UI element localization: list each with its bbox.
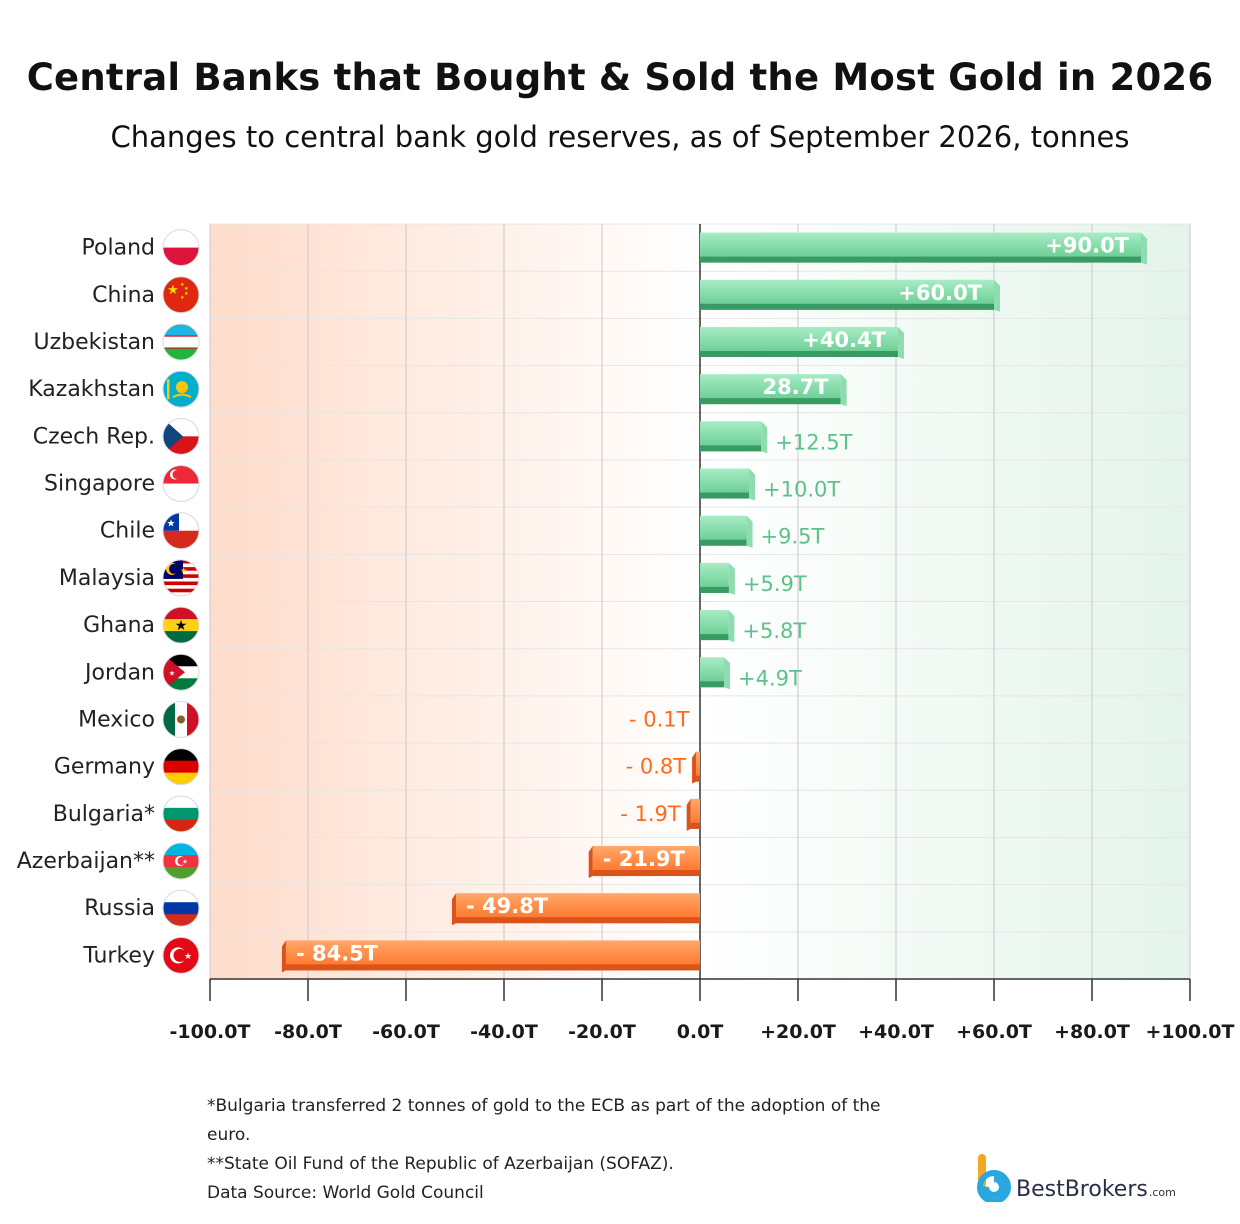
russia-flag-icon (162, 889, 200, 927)
data-label: +4.9T (738, 666, 802, 690)
footnote-bulgaria: *Bulgaria transferred 2 tonnes of gold t… (207, 1096, 881, 1145)
data-label: 28.7T (762, 375, 829, 399)
azerbaijan-flag-icon: ★ (162, 842, 200, 880)
x-tick-label: -60.0T (372, 1021, 440, 1043)
category-label: Bulgaria* (53, 802, 155, 827)
poland-flag-icon (162, 229, 200, 267)
category-label: Jordan (83, 660, 155, 685)
x-tick-label: -20.0T (568, 1021, 636, 1043)
data-label: - 84.5T (296, 941, 379, 965)
data-label: - 49.8T (466, 894, 549, 918)
x-tick-label: +100.0T (1146, 1021, 1235, 1043)
x-tick-label: -100.0T (170, 1021, 251, 1043)
ghana-flag-icon: ★ (162, 606, 200, 644)
brand-suffix: .com (1148, 1186, 1176, 1199)
x-tick-label: +20.0T (760, 1021, 836, 1043)
svg-text:★: ★ (180, 295, 185, 301)
malaysia-flag-icon: ★ (162, 559, 200, 597)
positive-bar (700, 657, 731, 690)
data-label: - 1.9T (620, 802, 681, 826)
negative-bar (692, 751, 700, 784)
svg-text:★: ★ (182, 859, 187, 866)
category-label: Malaysia (59, 566, 155, 591)
mexico-flag-icon (162, 700, 200, 738)
data-source: Data Source: World Gold Council (207, 1183, 484, 1203)
data-label: - 0.8T (626, 755, 687, 779)
data-label: +10.0T (763, 478, 840, 502)
category-label: Mexico (78, 707, 155, 732)
jordan-flag-icon: ★ (162, 653, 200, 691)
x-tick-label: -80.0T (274, 1021, 342, 1043)
svg-text:★: ★ (169, 669, 175, 677)
data-label: - 21.9T (603, 847, 686, 871)
uzbekistan-flag-icon (162, 323, 200, 361)
positive-bar (700, 515, 753, 548)
data-label: +40.4T (802, 328, 886, 352)
category-label: Kazakhstan (28, 377, 155, 402)
x-tick-label: +80.0T (1054, 1021, 1130, 1043)
svg-text:★: ★ (180, 282, 185, 288)
category-label: Singapore (44, 472, 155, 497)
category-label: Azerbaijan** (17, 849, 155, 874)
positive-bar (700, 562, 735, 595)
positive-bar (700, 279, 1000, 312)
category-label: Russia (84, 896, 155, 921)
category-label: Turkey (82, 943, 155, 968)
x-tick-label: -40.0T (470, 1021, 538, 1043)
category-label: Czech Rep. (33, 424, 155, 449)
page-subtitle: Changes to central bank gold reserves, a… (110, 120, 1130, 154)
x-tick-label: 0.0T (677, 1021, 724, 1043)
svg-text:★: ★ (167, 283, 179, 298)
data-label: +5.8T (742, 619, 806, 643)
data-label: +12.5T (775, 430, 852, 454)
category-label: Chile (100, 519, 155, 544)
category-label: Poland (82, 236, 155, 261)
brand-logo: BestBrokers .com (976, 1152, 1176, 1202)
data-label: +60.0T (898, 281, 982, 305)
positive-bar (700, 468, 755, 501)
svg-text:★: ★ (180, 566, 187, 575)
turkey-flag-icon: ★ (162, 936, 200, 974)
x-tick-label: +40.0T (858, 1021, 934, 1043)
data-label: +90.0T (1045, 234, 1129, 258)
positive-bar (700, 610, 735, 643)
svg-text:★: ★ (167, 519, 176, 530)
negative-bar (281, 940, 700, 973)
x-tick-label: +60.0T (956, 1021, 1032, 1043)
china-flag-icon: ★ ★★★★ (162, 276, 200, 314)
positive-bar (700, 421, 768, 454)
page-title: Central Banks that Bought & Sold the Mos… (26, 56, 1214, 99)
singapore-flag-icon (162, 465, 200, 503)
data-label: - 0.1T (629, 707, 690, 731)
category-label: China (92, 283, 155, 308)
positive-bar (700, 374, 847, 407)
category-label: Uzbekistan (33, 330, 155, 355)
kazakhstan-flag-icon (162, 370, 200, 408)
positive-bar (700, 232, 1147, 265)
svg-text:★: ★ (184, 286, 189, 292)
bulgaria-flag-icon (162, 795, 200, 833)
data-label: +9.5T (761, 525, 825, 549)
brand-name: BestBrokers (1016, 1177, 1148, 1202)
positive-bar (700, 326, 904, 359)
czech-flag-icon (162, 417, 200, 455)
negative-bar (588, 846, 700, 879)
footnote-azerbaijan: **State Oil Fund of the Republic of Azer… (207, 1154, 674, 1174)
category-label: Ghana (83, 613, 155, 638)
bestbrokers-logo-icon (977, 1154, 1011, 1202)
negative-bar (686, 798, 700, 831)
chile-flag-icon: ★ (162, 512, 200, 550)
data-label: +5.9T (743, 572, 807, 596)
svg-text:★: ★ (184, 952, 192, 962)
footnotes: *Bulgaria transferred 2 tonnes of gold t… (207, 1092, 907, 1208)
svg-text:★: ★ (184, 291, 189, 297)
germany-flag-icon (162, 748, 200, 786)
negative-bar (451, 893, 700, 926)
category-label: Germany (54, 755, 155, 780)
svg-text:★: ★ (175, 618, 188, 634)
